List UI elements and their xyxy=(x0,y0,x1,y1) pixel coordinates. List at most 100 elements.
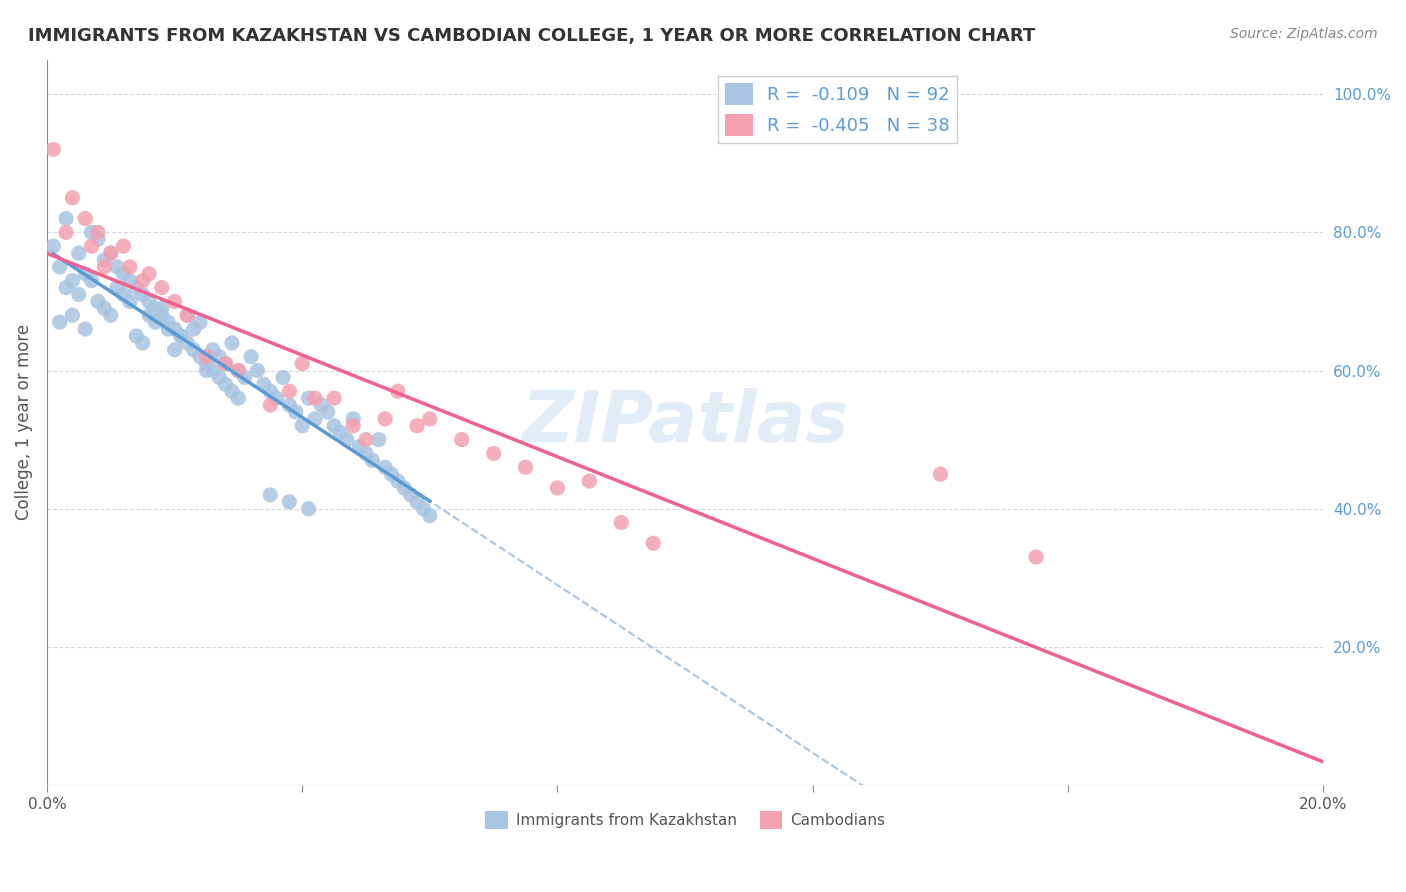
Point xyxy=(482,446,505,460)
Point xyxy=(138,308,160,322)
Point xyxy=(150,301,173,316)
Point xyxy=(284,405,307,419)
Point xyxy=(100,246,122,260)
Point xyxy=(380,467,402,482)
Point xyxy=(342,418,364,433)
Point xyxy=(387,474,409,488)
Point xyxy=(131,287,153,301)
Point xyxy=(278,495,301,509)
Point xyxy=(131,335,153,350)
Point xyxy=(419,508,441,523)
Point xyxy=(259,398,281,412)
Point xyxy=(515,460,537,475)
Point xyxy=(138,267,160,281)
Point xyxy=(118,274,141,288)
Point xyxy=(246,363,269,377)
Point xyxy=(176,308,198,322)
Point xyxy=(188,350,211,364)
Legend: Immigrants from Kazakhstan, Cambodians: Immigrants from Kazakhstan, Cambodians xyxy=(479,805,891,836)
Point xyxy=(118,294,141,309)
Point xyxy=(240,350,263,364)
Point xyxy=(48,315,70,329)
Point xyxy=(399,488,422,502)
Point xyxy=(929,467,952,482)
Point xyxy=(100,308,122,322)
Point xyxy=(361,453,384,467)
Point xyxy=(297,501,319,516)
Point xyxy=(214,357,236,371)
Point xyxy=(93,252,115,267)
Point xyxy=(176,308,198,322)
Point xyxy=(145,301,167,316)
Point xyxy=(450,433,472,447)
Point xyxy=(183,343,205,357)
Point xyxy=(55,280,77,294)
Point xyxy=(62,191,84,205)
Point xyxy=(67,287,90,301)
Point xyxy=(233,370,256,384)
Point xyxy=(118,260,141,274)
Point xyxy=(406,418,429,433)
Point xyxy=(48,260,70,274)
Point xyxy=(214,357,236,371)
Point xyxy=(163,343,186,357)
Point xyxy=(406,495,429,509)
Point xyxy=(87,232,110,246)
Point xyxy=(259,488,281,502)
Point xyxy=(323,418,346,433)
Point xyxy=(271,370,294,384)
Point xyxy=(228,363,250,377)
Point xyxy=(329,425,352,440)
Point xyxy=(67,246,90,260)
Point xyxy=(304,391,326,405)
Point xyxy=(131,274,153,288)
Point xyxy=(1025,550,1047,565)
Point xyxy=(62,274,84,288)
Point xyxy=(374,412,396,426)
Point xyxy=(349,440,371,454)
Point xyxy=(367,433,389,447)
Point xyxy=(342,412,364,426)
Point xyxy=(195,357,218,371)
Point xyxy=(112,267,135,281)
Point xyxy=(195,350,218,364)
Point xyxy=(87,294,110,309)
Point xyxy=(643,536,665,550)
Point xyxy=(354,433,377,447)
Point xyxy=(75,322,97,336)
Point xyxy=(354,446,377,460)
Text: IMMIGRANTS FROM KAZAKHSTAN VS CAMBODIAN COLLEGE, 1 YEAR OR MORE CORRELATION CHAR: IMMIGRANTS FROM KAZAKHSTAN VS CAMBODIAN … xyxy=(28,27,1035,45)
Point xyxy=(87,225,110,239)
Text: ZIPatlas: ZIPatlas xyxy=(522,388,849,457)
Point xyxy=(221,384,243,399)
Point xyxy=(75,211,97,226)
Point xyxy=(188,315,211,329)
Point xyxy=(278,384,301,399)
Point xyxy=(278,398,301,412)
Point xyxy=(183,322,205,336)
Point xyxy=(163,322,186,336)
Point xyxy=(100,246,122,260)
Point xyxy=(105,260,128,274)
Point xyxy=(201,343,224,357)
Point xyxy=(170,329,193,343)
Point xyxy=(93,301,115,316)
Point xyxy=(138,294,160,309)
Point xyxy=(228,391,250,405)
Point xyxy=(62,308,84,322)
Point xyxy=(412,501,434,516)
Point xyxy=(419,412,441,426)
Point xyxy=(228,363,250,377)
Point xyxy=(145,315,167,329)
Point xyxy=(297,391,319,405)
Point xyxy=(266,391,288,405)
Point xyxy=(157,315,180,329)
Point xyxy=(176,335,198,350)
Point xyxy=(75,267,97,281)
Point xyxy=(221,335,243,350)
Point xyxy=(323,391,346,405)
Point xyxy=(291,418,314,433)
Point xyxy=(311,398,333,412)
Point xyxy=(304,412,326,426)
Point xyxy=(214,377,236,392)
